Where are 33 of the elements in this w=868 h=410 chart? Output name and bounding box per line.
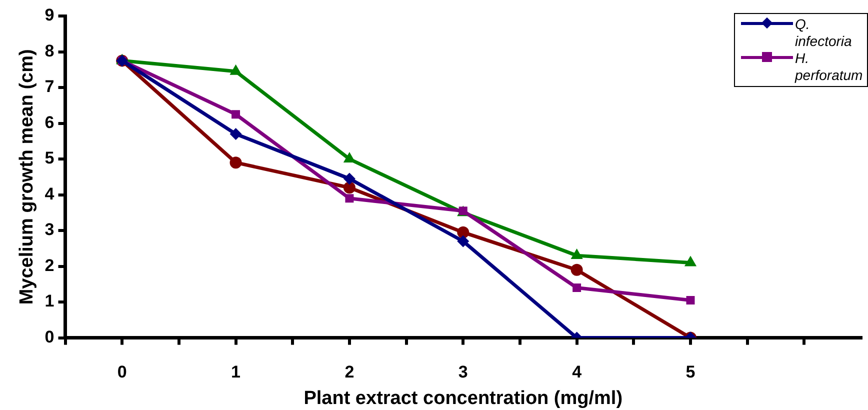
point — [684, 256, 697, 266]
x-tick-label: 1 — [231, 362, 241, 382]
legend-label: Q. infectoria — [795, 16, 853, 50]
point — [230, 128, 242, 140]
legend-label: H. perforatum — [795, 50, 864, 84]
y-tick-label: 2 — [44, 256, 54, 275]
y-tick-label: 9 — [44, 6, 54, 25]
point — [343, 172, 356, 185]
point — [572, 284, 582, 292]
y-tick-label: 3 — [44, 220, 54, 240]
y-tick-label: 7 — [44, 77, 54, 96]
point — [345, 194, 354, 203]
point — [686, 296, 695, 304]
point — [232, 110, 240, 119]
y-axis-title: Mycelium growth mean (cm) — [16, 49, 38, 305]
point — [570, 248, 583, 260]
x-tick-label: 5 — [686, 362, 696, 382]
point — [343, 182, 356, 194]
x-tick-label: 4 — [572, 362, 582, 382]
y-tick-label: 0 — [44, 327, 54, 346]
y-tick-label: 5 — [44, 148, 54, 168]
point — [457, 226, 470, 238]
x-tick-label: 0 — [117, 362, 127, 382]
x-tick-label: 3 — [458, 362, 468, 382]
point — [457, 235, 470, 248]
point — [570, 264, 583, 276]
x-tick-label: 2 — [344, 362, 354, 382]
x-axis-title: Plant extract concentration (mg/ml) — [304, 388, 623, 409]
y-tick-label: 1 — [44, 292, 54, 311]
y-tick-label: 8 — [44, 41, 54, 60]
y-tick-label: 6 — [44, 112, 54, 132]
point — [230, 156, 242, 169]
y-tick-label: 4 — [44, 184, 55, 204]
